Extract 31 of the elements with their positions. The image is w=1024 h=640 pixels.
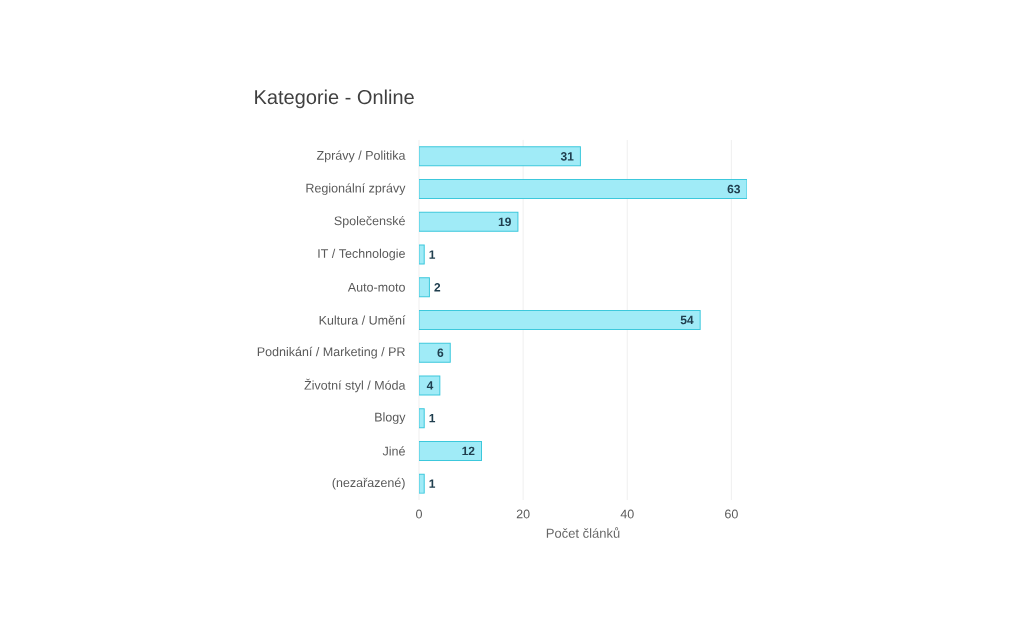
data-label: 2 <box>434 283 441 292</box>
x-tick-label: 40 <box>620 509 634 519</box>
x-tick-label: 60 <box>725 509 738 519</box>
data-label: 1 <box>429 250 436 259</box>
y-tick-label: Jiné <box>382 446 405 456</box>
data-label: 54 <box>680 315 694 325</box>
bar <box>419 179 748 200</box>
data-label: 31 <box>560 152 574 161</box>
y-tick-label: Blogy <box>375 412 406 424</box>
y-tick-label: Zprávy / Politika <box>316 150 406 163</box>
data-label: 1 <box>429 414 436 423</box>
data-label: 12 <box>462 446 475 456</box>
bar <box>419 211 519 232</box>
y-tick-label: IT / Technologie <box>318 248 405 261</box>
y-tick-label: Životní styl / Móda <box>304 378 406 393</box>
data-label: 1 <box>429 479 436 488</box>
y-tick-label: Podnikání / Marketing / PR <box>257 346 405 359</box>
x-tick-label: 0 <box>416 509 422 519</box>
x-tick-label: 20 <box>516 509 530 519</box>
x-axis-title: Počet článků <box>546 527 620 538</box>
data-label: 4 <box>426 381 434 390</box>
bar <box>419 310 701 330</box>
y-tick-label: Regionální zprávy <box>306 183 406 195</box>
data-label: 63 <box>727 184 741 194</box>
data-label: 19 <box>498 217 511 227</box>
y-tick-label: (nezařazené) <box>332 477 405 490</box>
y-tick-label: Auto-moto <box>347 282 405 292</box>
chart-title: Kategorie - Online <box>255 89 414 109</box>
y-tick-label: Kultura / Umění <box>319 315 406 325</box>
data-label: 6 <box>437 348 444 357</box>
y-tick-label: Společenské <box>334 215 405 228</box>
